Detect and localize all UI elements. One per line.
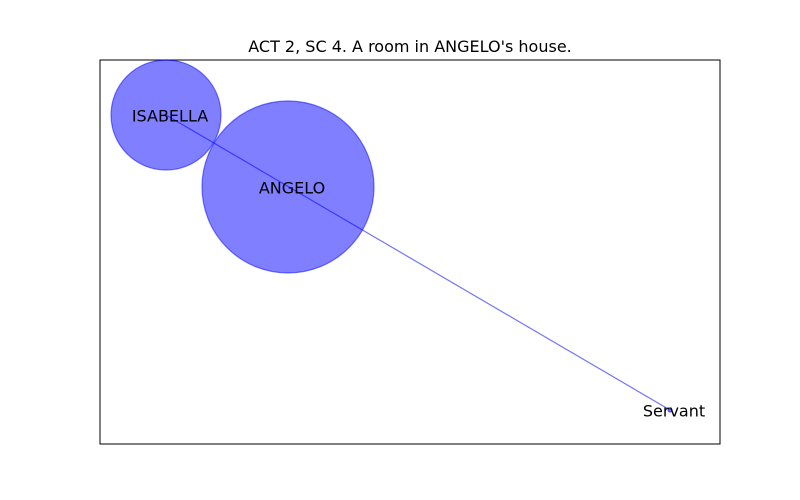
chart-title: ACT 2, SC 4. A room in ANGELO's house. xyxy=(248,37,572,56)
node-isabella xyxy=(110,59,222,171)
plot-frame xyxy=(99,59,721,445)
node-label-angelo: ANGELO xyxy=(259,179,325,198)
nodes-layer xyxy=(110,59,673,413)
node-label-isabella: ISABELLA xyxy=(132,107,208,126)
node-servant xyxy=(667,407,673,413)
labels-layer: ISABELLA ANGELO Servant xyxy=(132,107,705,421)
node-label-servant: Servant xyxy=(643,402,705,421)
node-angelo xyxy=(201,100,375,274)
